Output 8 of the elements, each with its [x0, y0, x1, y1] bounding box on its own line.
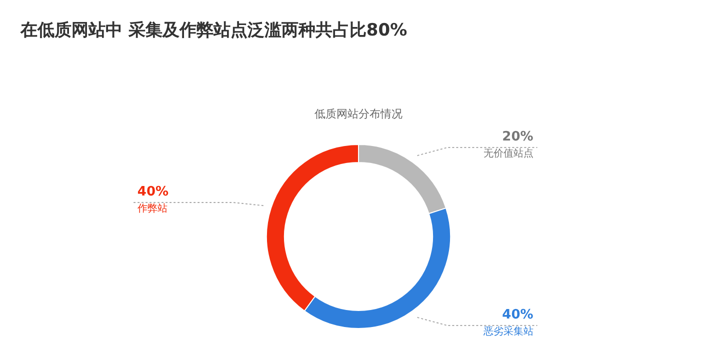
data-label: 20% — [502, 130, 534, 145]
data-label: 40% — [502, 307, 534, 322]
slice-label: 无价值站点 — [483, 148, 534, 160]
chart-title: 在低质网站中 采集及作弊站点泛滥两种共占比80% — [20, 20, 408, 40]
chart-subtitle: 低质网站分布情况 — [314, 108, 402, 120]
data-label: 40% — [137, 184, 169, 200]
slice-label: 恶劣采集站 — [482, 325, 534, 338]
slice-label: 作弊站 — [136, 202, 168, 215]
